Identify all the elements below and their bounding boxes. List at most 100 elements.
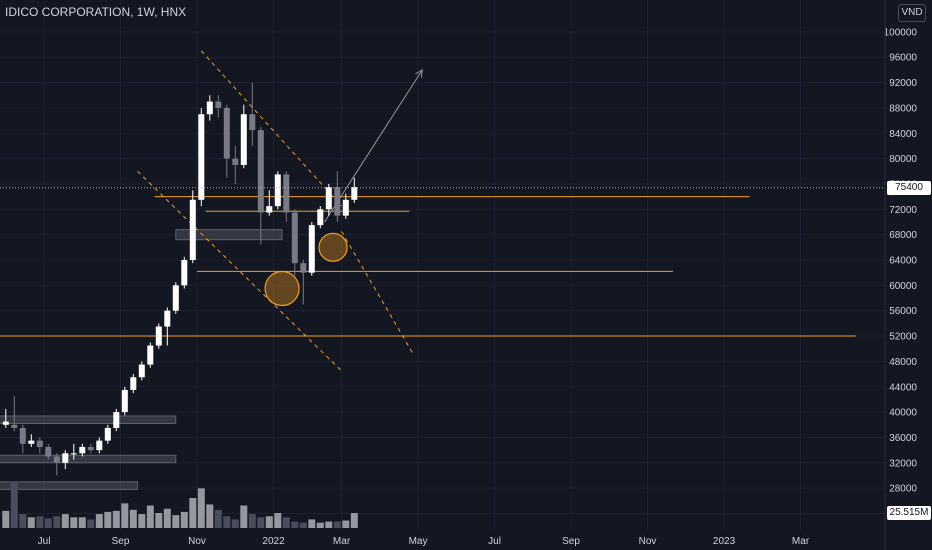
symbol-title[interactable]: IDICO CORPORATION, 1W, HNX bbox=[5, 5, 187, 19]
candle-body bbox=[334, 187, 341, 216]
y-tick-label: 100000 bbox=[884, 27, 918, 38]
volume-bar bbox=[342, 520, 350, 528]
y-tick-label: 60000 bbox=[889, 281, 917, 292]
candle-body bbox=[351, 187, 358, 200]
volume-bar bbox=[155, 513, 163, 528]
volume-bar bbox=[240, 505, 248, 528]
volume-bar bbox=[291, 521, 299, 528]
volume-bar bbox=[129, 509, 137, 528]
candle-body bbox=[181, 260, 188, 286]
y-tick-label: 48000 bbox=[889, 357, 917, 368]
volume-bar bbox=[350, 513, 358, 528]
x-tick-label: Sep bbox=[112, 536, 130, 547]
x-tick-label: Mar bbox=[792, 536, 810, 547]
candle-body bbox=[223, 107, 230, 159]
y-tick-label: 68000 bbox=[889, 230, 917, 241]
candle-body bbox=[257, 130, 264, 213]
volume-bar bbox=[299, 522, 307, 528]
last-volume-tag: 25.515M bbox=[887, 506, 931, 520]
candle-body bbox=[249, 114, 256, 131]
candle-body bbox=[155, 326, 162, 346]
x-tick-label: 2022 bbox=[262, 536, 285, 547]
candle-body bbox=[87, 446, 94, 451]
volume-bars bbox=[2, 483, 358, 528]
volume-bar bbox=[70, 517, 78, 528]
volume-bar bbox=[44, 518, 52, 528]
horizontal-levels bbox=[0, 196, 856, 337]
projection-arrow bbox=[324, 69, 423, 223]
y-tick-label: 36000 bbox=[889, 433, 917, 444]
candle-body bbox=[113, 412, 120, 428]
candle-body bbox=[79, 446, 86, 454]
candle-body bbox=[130, 377, 137, 390]
candle-body bbox=[172, 285, 179, 311]
y-tick-label: 80000 bbox=[889, 154, 917, 165]
candle-body bbox=[36, 440, 43, 447]
volume-bar bbox=[189, 498, 197, 528]
candle-body bbox=[215, 101, 222, 108]
volume-bar bbox=[180, 511, 188, 528]
volume-bar bbox=[104, 511, 112, 528]
highlight-circle bbox=[264, 270, 300, 307]
volume-bar bbox=[248, 514, 256, 528]
y-tick-label: 64000 bbox=[889, 256, 917, 267]
candle-body bbox=[206, 101, 213, 115]
support-zone bbox=[0, 454, 177, 464]
candle-body bbox=[291, 212, 298, 264]
candle-body bbox=[147, 345, 154, 365]
volume-bar bbox=[27, 517, 35, 528]
candle-body bbox=[53, 456, 60, 463]
volume-bar bbox=[206, 504, 214, 528]
candle-body bbox=[11, 424, 18, 428]
support-zones bbox=[0, 229, 283, 490]
candle-body bbox=[300, 263, 307, 273]
candle-body bbox=[325, 187, 332, 210]
volume-bar bbox=[325, 521, 333, 528]
arrow-head bbox=[415, 68, 423, 78]
y-tick-label: 28000 bbox=[889, 484, 917, 495]
grid bbox=[0, 0, 885, 530]
y-tick-label: 40000 bbox=[889, 408, 917, 419]
x-tick-label: May bbox=[409, 536, 428, 547]
candle-body bbox=[19, 427, 26, 444]
y-tick-label: 56000 bbox=[889, 306, 917, 317]
candle-body bbox=[96, 440, 103, 451]
y-tick-label: 72000 bbox=[889, 205, 917, 216]
y-tick-label: 96000 bbox=[889, 53, 917, 64]
volume-bar bbox=[53, 516, 61, 528]
candle-body bbox=[274, 174, 281, 207]
volume-bar bbox=[265, 516, 273, 528]
volume-bar bbox=[121, 503, 129, 528]
volume-bar bbox=[138, 514, 146, 528]
volume-bar bbox=[163, 508, 171, 528]
candle-body bbox=[266, 206, 273, 213]
candlesticks bbox=[2, 82, 358, 476]
volume-bar bbox=[10, 483, 18, 528]
support-zone bbox=[0, 481, 139, 490]
candle-body bbox=[2, 421, 9, 425]
x-tick-label: 2023 bbox=[713, 536, 736, 547]
volume-bar bbox=[112, 510, 120, 528]
volume-bar bbox=[197, 488, 205, 528]
candle-body bbox=[62, 453, 69, 463]
volume-bar bbox=[172, 515, 180, 528]
y-tick-label: 52000 bbox=[889, 332, 917, 343]
volume-bar bbox=[223, 516, 231, 528]
candle-body bbox=[240, 114, 247, 165]
candle-body bbox=[45, 446, 52, 457]
y-tick-label: 32000 bbox=[889, 458, 917, 469]
candle-body bbox=[28, 440, 35, 444]
candle-body bbox=[317, 209, 324, 226]
x-tick-label: Mar bbox=[333, 536, 351, 547]
support-zone bbox=[175, 229, 283, 241]
candle-body bbox=[164, 310, 171, 327]
candle-body bbox=[232, 158, 239, 165]
axes: 2400028000320003600040000440004800052000… bbox=[38, 0, 918, 550]
candle-body bbox=[308, 225, 315, 273]
currency-badge[interactable]: VND bbox=[898, 4, 926, 22]
candle-body bbox=[121, 389, 128, 413]
highlight-circles bbox=[264, 232, 348, 307]
x-tick-label: Sep bbox=[562, 536, 580, 547]
volume-bar bbox=[333, 521, 341, 528]
